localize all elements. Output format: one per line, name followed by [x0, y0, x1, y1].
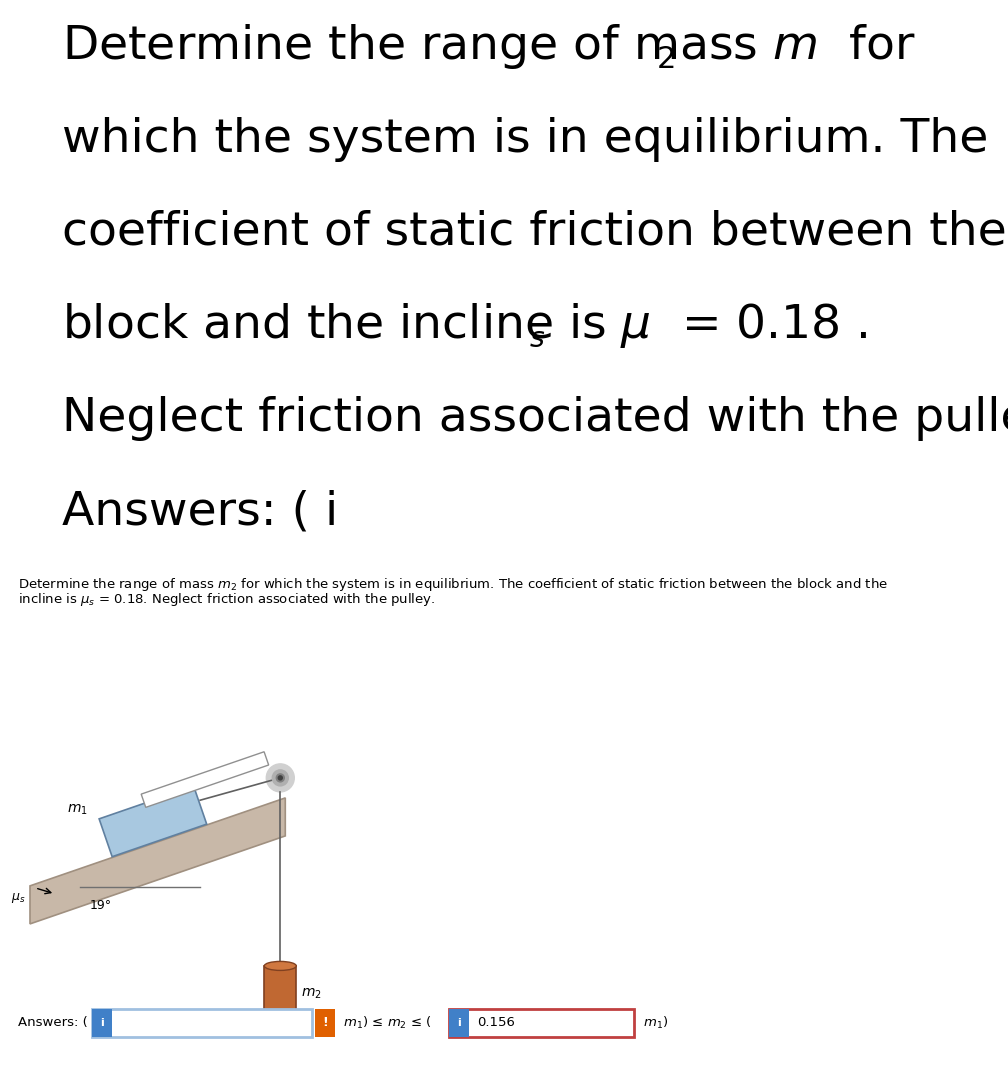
- Text: Neglect friction associated with the pulley.: Neglect friction associated with the pul…: [62, 396, 1008, 441]
- Text: incline is $\mu_s$ = 0.18. Neglect friction associated with the pulley.: incline is $\mu_s$ = 0.18. Neglect frict…: [18, 590, 435, 608]
- Text: i: i: [100, 1018, 104, 1028]
- Ellipse shape: [264, 1016, 296, 1026]
- Text: $m_2$: $m_2$: [301, 986, 322, 1001]
- Text: 0.156: 0.156: [477, 1016, 515, 1029]
- Text: Answers: ( i: Answers: ( i: [62, 490, 338, 534]
- Bar: [314, 1009, 335, 1037]
- Circle shape: [276, 774, 284, 782]
- Bar: [449, 1009, 469, 1037]
- Circle shape: [278, 776, 282, 779]
- Bar: [92, 1009, 312, 1037]
- Text: 2: 2: [657, 44, 676, 74]
- Circle shape: [272, 770, 288, 786]
- Text: !: !: [323, 1016, 328, 1029]
- Polygon shape: [99, 786, 207, 857]
- Circle shape: [266, 764, 294, 792]
- Text: $m_1$): $m_1$): [639, 1015, 668, 1031]
- Text: s: s: [530, 325, 544, 353]
- Text: $m_1$: $m_1$: [67, 802, 88, 817]
- Polygon shape: [141, 751, 269, 808]
- Text: coefficient of static friction between the: coefficient of static friction between t…: [62, 210, 1007, 255]
- Text: block and the incline is $\mu$  = 0.18 .: block and the incline is $\mu$ = 0.18 .: [62, 301, 868, 350]
- Polygon shape: [30, 798, 285, 924]
- Text: $\mu_s$: $\mu_s$: [10, 891, 25, 905]
- Bar: [264, 966, 296, 1020]
- Text: Determine the range of mass $m$  for: Determine the range of mass $m$ for: [62, 22, 915, 70]
- Text: i: i: [457, 1018, 461, 1028]
- Text: Answers: (: Answers: (: [18, 1016, 92, 1029]
- Bar: [449, 1009, 634, 1037]
- Text: $m_1$) ≤ $m_2$ ≤ (: $m_1$) ≤ $m_2$ ≤ (: [339, 1015, 432, 1031]
- Text: 19°: 19°: [90, 899, 112, 912]
- Bar: [92, 1009, 112, 1037]
- Ellipse shape: [264, 961, 296, 971]
- Text: which the system is in equilibrium. The: which the system is in equilibrium. The: [62, 117, 989, 162]
- Text: Determine the range of mass $m_2$ for which the system is in equilibrium. The co: Determine the range of mass $m_2$ for wh…: [18, 576, 888, 592]
